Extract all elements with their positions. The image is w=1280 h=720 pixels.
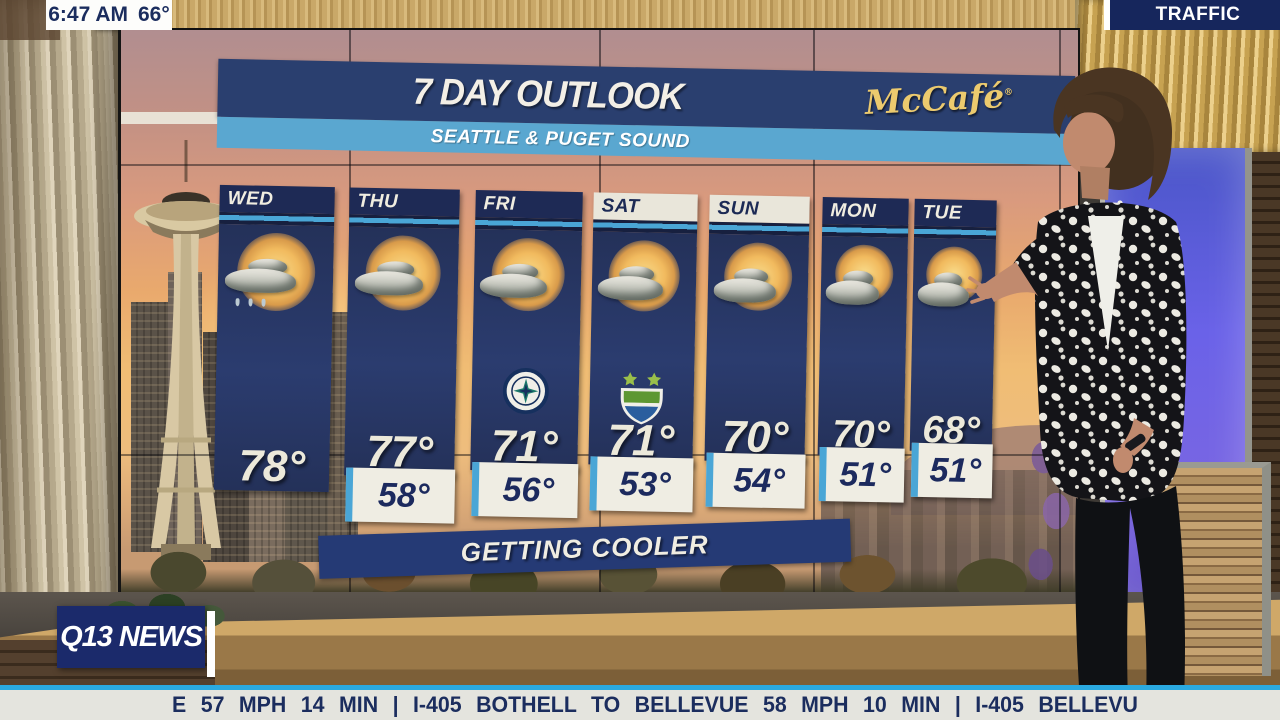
forecast-day-sat: SAT 71°	[588, 192, 698, 467]
low-temp-mon: 51°	[818, 446, 905, 503]
black-pants	[1075, 486, 1186, 701]
day-panel-sat: 71°	[588, 231, 698, 467]
wall-reflection-strip	[121, 112, 221, 124]
cloud-icon	[597, 275, 663, 301]
cloud-icon	[713, 277, 777, 304]
day-panel-wed: 78°	[213, 223, 335, 493]
time-temp-bug: 6:47 AM 66°	[46, 0, 172, 30]
ticker-text: E 57 MPH 14 MIN | I-405 BOTHELL TO BELLE…	[172, 692, 1138, 717]
forecast-day-mon: MON 70°	[817, 196, 909, 457]
subtitle: SEATTLE & PUGET SOUND	[430, 125, 691, 152]
low-temp-thu: 58°	[345, 467, 456, 524]
high-temp-wed: 78°	[237, 441, 306, 492]
sun-clouds-icon	[347, 226, 459, 328]
low-temp-sat: 53°	[589, 456, 694, 513]
video-wall-seam	[813, 30, 815, 600]
day-label-thu: THU	[349, 187, 460, 217]
sun-clouds-sprinkles-icon	[217, 224, 334, 326]
cloud-icon	[354, 270, 423, 296]
low-temp-sun: 54°	[705, 452, 806, 509]
forecast-board: WED 78° THU 77° 58° FRI 71° 56° SAT 71° 53° SUN 70…	[120, 0, 1077, 524]
wrist-watch	[1125, 433, 1146, 452]
station-name: Q13 NEWS	[60, 620, 203, 653]
page-title: 7 DAY OUTLOOK	[411, 70, 684, 118]
studio-gold-valance	[96, 0, 1086, 28]
news-ticker: E 57 MPH 14 MIN | I-405 BOTHELL TO BELLE…	[0, 690, 1280, 720]
day-label-sun: SUN	[709, 194, 810, 224]
day-label-sat: SAT	[593, 192, 698, 222]
ticker-category-label: TRAFFIC	[1155, 4, 1241, 25]
sounders-logo	[616, 370, 667, 432]
day-panel-sun: 70°	[704, 233, 810, 463]
clock: 6:47 AM	[48, 3, 128, 26]
trend-label: GETTING COOLER	[460, 529, 710, 568]
ticker-accent-line	[0, 685, 1280, 690]
sun-clouds-icon	[591, 231, 697, 333]
day-panel-mon: 70°	[817, 235, 908, 457]
pointing-hand	[966, 276, 986, 304]
sun-clouds-icon	[473, 229, 582, 331]
presenter-figure	[966, 67, 1187, 701]
sun-clouds-icon	[707, 234, 809, 336]
forecast-day-wed: WED 78°	[213, 184, 335, 493]
space-needle	[134, 140, 238, 560]
white-top	[1088, 216, 1124, 351]
day-panel-fri: 71°	[470, 228, 583, 473]
forecast-graphic-layer: 7 DAY OUTLOOK McCafé® SEATTLE & PUGET SO…	[108, 0, 1077, 618]
pointing-arm	[984, 262, 1038, 302]
current-temp: 66°	[137, 3, 170, 26]
ticker-category-badge: TRAFFIC	[1104, 0, 1280, 30]
day-label-mon: MON	[822, 196, 909, 226]
station-logo: Q13 NEWS	[57, 606, 215, 677]
resting-hand	[1113, 447, 1133, 473]
sun-clouds-icon	[820, 236, 908, 338]
forecast-day-fri: FRI 71°	[470, 190, 583, 473]
forecast-day-sun: SUN 70°	[704, 194, 810, 463]
weather-presenter	[966, 67, 1187, 701]
trend-banner: GETTING COOLER	[318, 518, 852, 579]
rain-drops-icon	[235, 298, 267, 307]
mariners-logo	[502, 368, 549, 420]
forecast-day-thu: THU 77°	[344, 187, 460, 478]
day-label-wed: WED	[219, 184, 335, 215]
cloud-icon	[917, 281, 969, 307]
studio-left-wavy-wall	[0, 0, 118, 690]
low-temp-fri: 56°	[471, 461, 579, 519]
day-panel-thu: 77°	[344, 226, 460, 478]
day-label-fri: FRI	[475, 190, 583, 220]
video-wall-seam	[121, 164, 1078, 166]
